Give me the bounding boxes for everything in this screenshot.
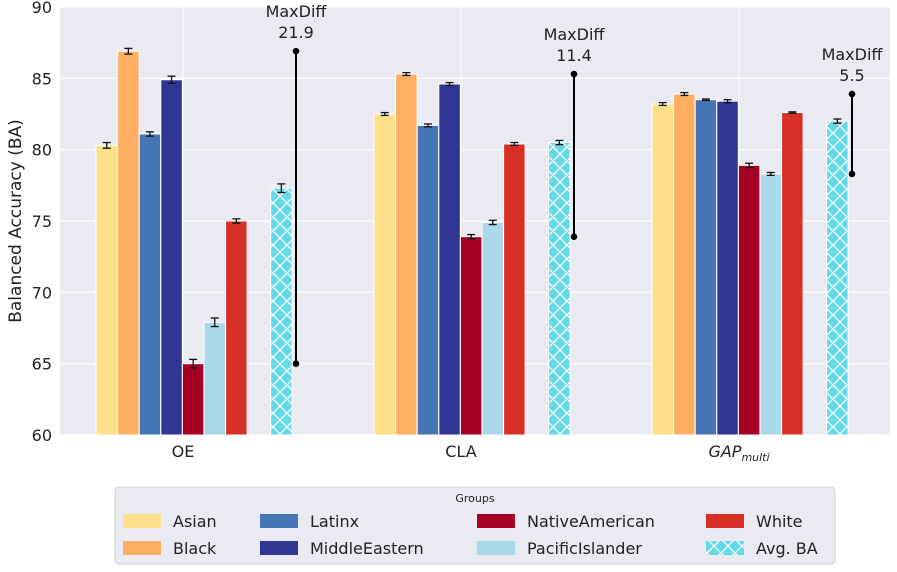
- legend-swatch: [477, 541, 515, 555]
- maxdiff-top-dot: [292, 47, 300, 55]
- y-tick-label: 90: [32, 0, 52, 17]
- x-tick-label: CLA: [445, 442, 476, 461]
- y-tick-label: 60: [32, 426, 52, 445]
- legend-label: Black: [173, 539, 217, 558]
- legend-swatch: [706, 514, 744, 528]
- bar: [138, 133, 162, 436]
- bar: [95, 144, 118, 436]
- maxdiff-bottom-dot: [848, 170, 856, 178]
- maxdiff-bottom-dot: [292, 360, 300, 367]
- bar: [225, 220, 248, 436]
- legend-swatch: [706, 541, 744, 555]
- y-tick-label: 80: [32, 141, 52, 160]
- bar: [373, 113, 396, 436]
- legend-label: PacificIslander: [527, 539, 642, 558]
- bar: [481, 221, 504, 436]
- bar: [203, 321, 226, 436]
- y-tick-labels: 60 65 70 75 80 85 90: [32, 0, 52, 445]
- legend-label: Latinx: [310, 512, 359, 531]
- bar: [673, 93, 696, 436]
- bar: [503, 143, 526, 436]
- maxdiff-top-dot: [570, 70, 578, 78]
- y-tick-label: 65: [32, 355, 52, 374]
- bar: [694, 99, 718, 436]
- maxdiff-value: 21.9: [278, 23, 314, 42]
- legend-swatch: [477, 514, 515, 528]
- legend-label: MiddleEastern: [310, 539, 424, 558]
- error-bars-layer: [102, 47, 842, 369]
- legend-label: Avg. BA: [756, 539, 818, 558]
- y-axis-label: Balanced Accuracy (BA): [6, 119, 26, 323]
- bar: [160, 79, 183, 436]
- legend-swatch: [260, 541, 298, 555]
- maxdiff-label: MaxDiff: [822, 45, 884, 64]
- bar: [270, 187, 293, 436]
- legend-label: Asian: [173, 512, 217, 531]
- bar: [416, 124, 440, 436]
- bar: [117, 50, 140, 436]
- bar: [826, 120, 849, 436]
- x-tick-label: GAPmulti: [708, 442, 769, 464]
- maxdiff-label: MaxDiff: [266, 2, 328, 21]
- maxdiff-value: 5.5: [839, 66, 864, 85]
- legend-swatch: [260, 514, 298, 528]
- bar: [781, 112, 804, 436]
- bar: [459, 236, 483, 436]
- legend-swatch: [123, 514, 161, 528]
- bar: [737, 164, 761, 436]
- y-tick-label: 70: [32, 283, 52, 302]
- maxdiff-label: MaxDiff: [544, 25, 606, 44]
- bar: [438, 83, 461, 436]
- bar: [548, 142, 571, 436]
- y-tick-label: 85: [32, 69, 52, 88]
- maxdiff-top-dot: [848, 90, 856, 98]
- maxdiff-annotations: MaxDiff 21.9 MaxDiff 11.4 MaxDiff 5.5: [266, 2, 884, 367]
- bars-layer: [95, 50, 849, 436]
- bar: [716, 100, 739, 436]
- bar: [651, 103, 674, 436]
- y-tick-label: 75: [32, 212, 52, 231]
- maxdiff-value: 11.4: [556, 46, 592, 65]
- x-tick-labels: OE CLA GAPmulti: [172, 442, 770, 464]
- bar: [395, 73, 418, 436]
- legend-label: NativeAmerican: [527, 512, 655, 531]
- bar: [181, 363, 205, 436]
- legend: Groups Asian Black Latinx MiddleEastern Nativ…: [114, 486, 836, 565]
- legend-title: Groups: [455, 492, 494, 505]
- legend-swatch: [123, 541, 161, 555]
- legend-label: White: [756, 512, 803, 531]
- bar: [759, 173, 782, 436]
- maxdiff-bottom-dot: [570, 233, 578, 240]
- x-tick-label: OE: [172, 442, 195, 461]
